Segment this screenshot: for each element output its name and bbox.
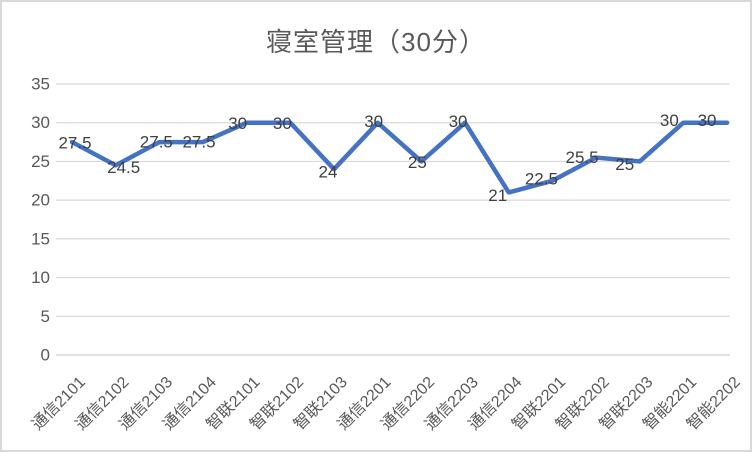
data-label: 25 [408,153,427,172]
series-line [69,120,730,195]
data-label: 30 [698,111,717,130]
data-label: 30 [660,111,679,130]
y-axis-tick-label: 25 [31,152,50,171]
y-axis-tick-label: 0 [41,346,50,365]
data-label: 21 [488,186,507,205]
data-label: 30 [228,114,247,133]
y-axis-tick-label: 35 [31,75,50,94]
data-label: 30 [449,112,468,131]
y-axis-tick-label: 20 [31,191,50,210]
data-label: 24.5 [107,158,140,177]
y-axis-tick-label: 5 [41,307,50,326]
data-label: 30 [273,114,292,133]
y-axis-tick-label: 30 [31,113,50,132]
data-label: 22.5 [525,169,558,188]
data-label: 27.5 [140,133,173,152]
data-label: 30 [364,112,383,131]
data-label: 25 [615,155,634,174]
data-label: 25.5 [565,148,598,167]
y-axis-tick-label: 15 [31,229,50,248]
y-axis-tick-label: 10 [31,268,50,287]
data-label: 24 [319,163,338,182]
data-label: 27.5 [182,133,215,152]
data-label: 27.5 [58,134,91,153]
